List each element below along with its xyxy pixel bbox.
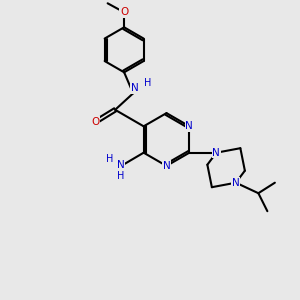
Text: H: H bbox=[106, 154, 113, 164]
Text: O: O bbox=[92, 117, 100, 127]
Text: N: N bbox=[232, 178, 240, 188]
Text: N: N bbox=[117, 160, 124, 170]
Text: N: N bbox=[131, 83, 139, 93]
Text: N: N bbox=[185, 121, 193, 131]
Text: N: N bbox=[212, 148, 220, 158]
Text: H: H bbox=[117, 171, 125, 181]
Text: O: O bbox=[120, 7, 128, 17]
Text: N: N bbox=[163, 161, 170, 171]
Text: H: H bbox=[144, 78, 151, 88]
